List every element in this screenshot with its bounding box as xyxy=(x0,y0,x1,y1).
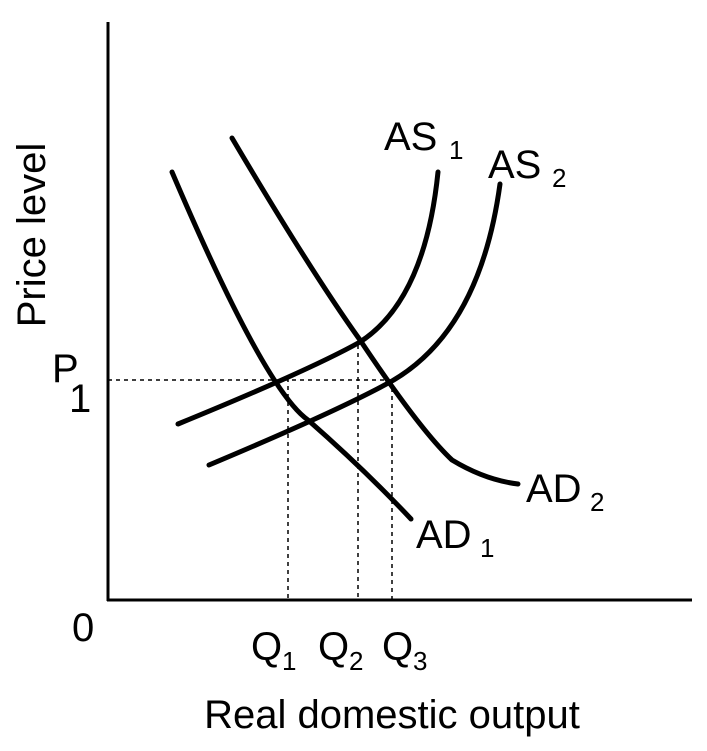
as1-curve xyxy=(175,169,441,427)
ad2-label: AD 2 xyxy=(526,467,604,517)
origin-label: 0 xyxy=(72,606,94,650)
q2-tick-label: Q 2 xyxy=(318,625,363,676)
ad2-curve xyxy=(229,135,521,487)
y-axis-label: Price level xyxy=(10,143,54,328)
p1-tick-label: P 1 xyxy=(52,347,91,421)
as2-curve xyxy=(206,181,503,468)
q3-tick-label: Q 3 xyxy=(382,625,427,676)
q1-tick-label: Q 1 xyxy=(251,625,296,676)
ad1-curve xyxy=(169,169,414,522)
ad1-label: AD 1 xyxy=(416,513,494,563)
as1-label: AS 1 xyxy=(384,115,463,165)
as2-label: AS 2 xyxy=(488,143,566,193)
x-axis-label: Real domestic output xyxy=(204,693,580,737)
